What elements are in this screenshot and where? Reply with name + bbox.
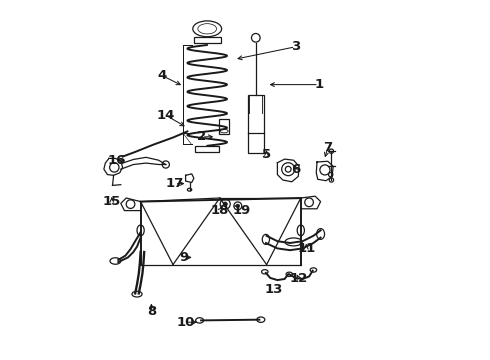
Circle shape (126, 200, 135, 208)
Ellipse shape (220, 129, 228, 133)
Text: 5: 5 (262, 148, 271, 161)
Circle shape (236, 204, 240, 208)
Ellipse shape (187, 188, 192, 191)
Text: 10: 10 (176, 316, 195, 329)
Circle shape (110, 163, 119, 172)
Text: 2: 2 (197, 130, 206, 143)
Bar (194, 37, 220, 43)
Text: 19: 19 (232, 204, 250, 217)
Circle shape (220, 199, 230, 209)
Ellipse shape (132, 291, 142, 297)
Text: 8: 8 (147, 305, 156, 318)
Circle shape (305, 198, 314, 207)
Ellipse shape (262, 234, 270, 244)
Text: 16: 16 (108, 154, 126, 167)
Text: 18: 18 (211, 204, 229, 217)
Ellipse shape (310, 268, 317, 272)
Bar (248, 95, 264, 153)
Ellipse shape (193, 21, 221, 37)
Text: 17: 17 (166, 177, 184, 190)
Ellipse shape (198, 24, 217, 34)
Circle shape (282, 163, 294, 176)
Ellipse shape (137, 225, 144, 236)
Bar (219, 119, 229, 134)
Ellipse shape (110, 258, 121, 264)
Circle shape (162, 161, 170, 168)
Ellipse shape (317, 229, 324, 239)
Circle shape (329, 178, 334, 182)
Text: 4: 4 (158, 69, 167, 82)
Circle shape (329, 149, 334, 153)
Text: 15: 15 (103, 195, 121, 208)
Ellipse shape (285, 238, 302, 246)
Circle shape (251, 33, 260, 42)
Ellipse shape (196, 318, 204, 323)
Text: 12: 12 (290, 273, 308, 285)
Circle shape (234, 202, 242, 210)
Text: 7: 7 (323, 141, 332, 154)
Ellipse shape (262, 270, 268, 274)
Text: 14: 14 (157, 109, 175, 122)
Ellipse shape (297, 225, 304, 236)
Circle shape (285, 166, 291, 172)
Text: 3: 3 (291, 40, 300, 53)
Circle shape (320, 165, 330, 175)
Text: 13: 13 (265, 283, 283, 296)
Text: 9: 9 (179, 251, 188, 264)
Circle shape (328, 172, 333, 177)
Bar (195, 146, 220, 152)
Text: 11: 11 (297, 242, 316, 255)
Ellipse shape (257, 317, 265, 323)
Text: 6: 6 (291, 163, 300, 176)
Text: 1: 1 (314, 78, 323, 91)
Circle shape (223, 202, 227, 206)
Ellipse shape (286, 272, 293, 276)
